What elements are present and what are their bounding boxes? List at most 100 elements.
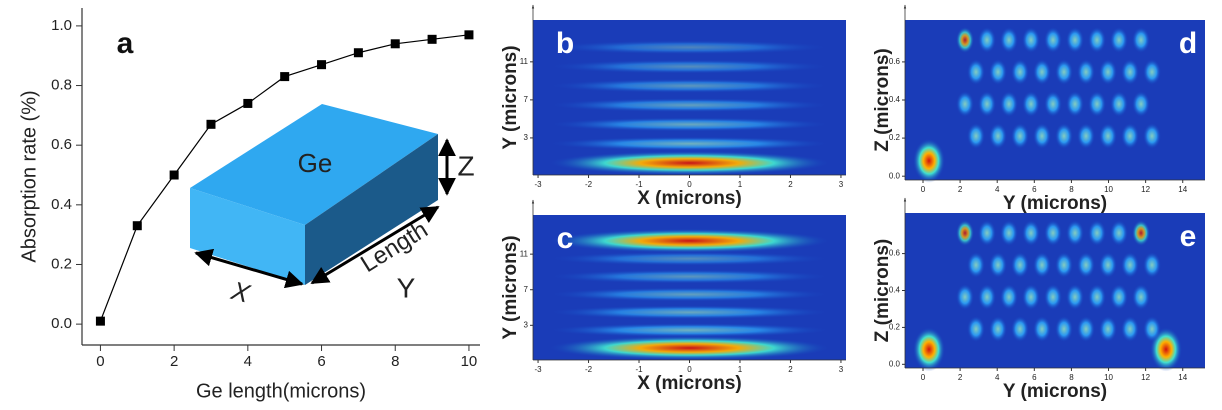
heatmap-blob bbox=[1110, 91, 1128, 117]
x-tick-label: 3 bbox=[839, 365, 844, 374]
x-tick-label: 8 bbox=[391, 353, 399, 370]
heatmap-blob bbox=[913, 327, 945, 371]
heatmap-blob bbox=[1011, 316, 1029, 342]
heatmap-image bbox=[905, 20, 1205, 183]
y-tick-label: 0.4 bbox=[51, 196, 72, 213]
data-point bbox=[243, 99, 252, 108]
heatmap-blob bbox=[1121, 123, 1139, 149]
heatmap-blob bbox=[1066, 284, 1084, 310]
heatmap-blob bbox=[1044, 284, 1062, 310]
heatmap-blob bbox=[1022, 27, 1040, 53]
x-tick-label: 4 bbox=[995, 185, 1000, 194]
heatmap-blob bbox=[1044, 220, 1062, 246]
heatmap-blob bbox=[1132, 284, 1150, 310]
x-tick-label: -3 bbox=[534, 365, 542, 374]
data-point bbox=[391, 39, 400, 48]
y-tick-label: 0.0 bbox=[51, 315, 72, 332]
heatmap-blob bbox=[1066, 220, 1084, 246]
figure: 02468100.00.20.40.60.81.0Ge length(micro… bbox=[0, 0, 1222, 410]
heatmap-band bbox=[549, 98, 831, 112]
heatmap-blob bbox=[1110, 27, 1128, 53]
heatmap-blob bbox=[1143, 123, 1161, 149]
heatmap-band bbox=[549, 305, 831, 319]
data-point bbox=[170, 171, 179, 180]
heatmap-band bbox=[549, 229, 831, 253]
data-point bbox=[96, 317, 105, 326]
heatmap-blob bbox=[1033, 123, 1051, 149]
x-tick-label: 2 bbox=[788, 365, 793, 374]
heatmap-image bbox=[533, 20, 846, 175]
heatmap-band bbox=[549, 60, 831, 74]
heatmap-blob bbox=[1077, 316, 1095, 342]
data-point bbox=[317, 60, 326, 69]
heatmap-band bbox=[549, 323, 831, 337]
heatmap-blob bbox=[989, 252, 1007, 278]
y-tick-label: 11 bbox=[520, 57, 529, 66]
inset-diagram bbox=[190, 104, 447, 285]
y-tick-label: 1.0 bbox=[51, 17, 72, 34]
heatmap-blob bbox=[1143, 252, 1161, 278]
y-tick-label: 11 bbox=[520, 249, 529, 258]
heatmap-blob bbox=[1066, 27, 1084, 53]
heatmap-blob bbox=[913, 139, 945, 183]
heatmap-blob bbox=[978, 27, 996, 53]
heatmap-blob bbox=[1077, 59, 1095, 85]
heatmap-blob bbox=[1132, 220, 1150, 246]
x-axis-label: Ge length(microns) bbox=[196, 380, 366, 402]
x-tick-label: 2 bbox=[958, 373, 963, 382]
x-tick-label: 10 bbox=[461, 353, 478, 370]
heatmap-blob bbox=[967, 59, 985, 85]
heatmap-blob bbox=[1088, 27, 1106, 53]
heatmap-blob bbox=[989, 123, 1007, 149]
annotation: Ge bbox=[298, 148, 333, 178]
heatmap-blob bbox=[956, 27, 974, 53]
y-axis-label: Z (microns) bbox=[872, 239, 893, 342]
x-tick-label: 6 bbox=[317, 353, 325, 370]
x-tick-label: 4 bbox=[995, 373, 1000, 382]
y-tick-label: 0.2 bbox=[51, 255, 72, 272]
heatmap-blob bbox=[967, 123, 985, 149]
heatmap-blob bbox=[978, 91, 996, 117]
data-point bbox=[464, 30, 473, 39]
annotation: Z bbox=[457, 150, 474, 181]
y-tick-label: 0.0 bbox=[889, 171, 901, 180]
y-axis-label: Absorption rate (%) bbox=[18, 90, 40, 262]
heatmap-band bbox=[549, 137, 831, 151]
heatmap-blob bbox=[1044, 91, 1062, 117]
heatmap-blob bbox=[1121, 252, 1139, 278]
page: 02468100.00.20.40.60.81.0Ge length(micro… bbox=[0, 0, 1222, 410]
panel-label: d bbox=[1179, 27, 1197, 60]
heatmap-blob bbox=[1143, 316, 1161, 342]
panel-label: a bbox=[117, 27, 134, 60]
x-tick-label: 12 bbox=[1141, 185, 1150, 194]
y-axis-label: Y (microns) bbox=[500, 45, 521, 149]
heatmap-blob bbox=[1099, 316, 1117, 342]
x-tick-label: 2 bbox=[788, 180, 793, 189]
heatmap-blob bbox=[1121, 316, 1139, 342]
x-tick-label: 12 bbox=[1141, 373, 1150, 382]
heatmap-blob bbox=[1088, 284, 1106, 310]
heatmap-blob bbox=[1044, 27, 1062, 53]
y-axis-label: Y (microns) bbox=[500, 235, 521, 339]
heatmap-blob bbox=[1066, 91, 1084, 117]
panel-label: c bbox=[557, 222, 574, 255]
heatmap-blob bbox=[1033, 59, 1051, 85]
heatmap-blob bbox=[1110, 220, 1128, 246]
heatmap-band bbox=[549, 270, 831, 284]
data-point bbox=[133, 221, 142, 230]
heatmap-blob bbox=[978, 220, 996, 246]
heatmap-blob bbox=[1022, 284, 1040, 310]
heatmap-blob bbox=[1110, 284, 1128, 310]
heatmap-band bbox=[549, 336, 831, 360]
heatmap-blob bbox=[1132, 27, 1150, 53]
x-tick-label: 14 bbox=[1178, 185, 1187, 194]
x-tick-label: -2 bbox=[585, 365, 593, 374]
annotation: X bbox=[227, 275, 254, 309]
heatmap-blob bbox=[1055, 252, 1073, 278]
heatmap-blob bbox=[1099, 252, 1117, 278]
y-tick-label: 7 bbox=[524, 285, 529, 294]
heatmap-blob bbox=[1011, 123, 1029, 149]
x-axis-label: X (microns) bbox=[637, 373, 742, 394]
panel-label: b bbox=[556, 27, 574, 60]
heatmap-blob bbox=[1077, 123, 1095, 149]
